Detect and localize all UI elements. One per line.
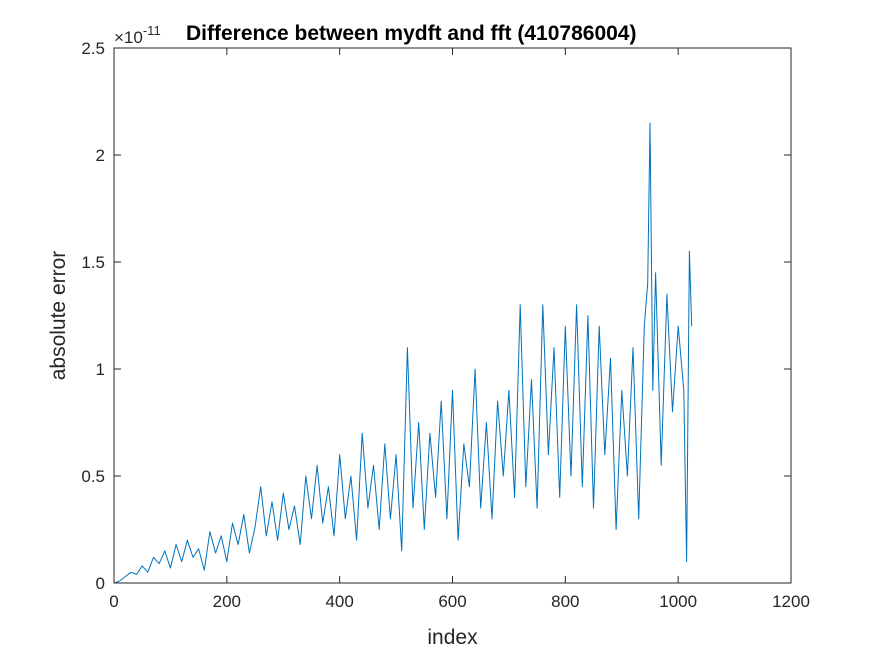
y-tick-label: 0 <box>96 574 105 593</box>
y-axis-multiplier: ×10-11 <box>114 23 161 47</box>
x-tick-label: 400 <box>325 592 353 611</box>
data-series-line <box>114 122 693 584</box>
y-multiplier-base: ×10 <box>114 28 143 47</box>
plot-layer <box>114 122 693 584</box>
x-tick-label: 600 <box>438 592 466 611</box>
y-tick-label: 1.5 <box>81 253 105 272</box>
tick-layer: 0 200 400 600 800 1000 1200 0 0.5 1 1.5 2 2.5 <box>81 39 810 611</box>
y-tick-label: 2.5 <box>81 39 105 58</box>
axes-box <box>113 47 792 584</box>
x-tick-label: 800 <box>551 592 579 611</box>
x-tick-label: 1000 <box>659 592 697 611</box>
x-tick-label: 200 <box>213 592 241 611</box>
x-tick-label: 1200 <box>772 592 810 611</box>
chart-title: Difference between mydft and fft (410786… <box>186 22 636 45</box>
y-multiplier-exponent: -11 <box>143 23 161 38</box>
y-tick-label: 1 <box>96 360 105 379</box>
y-tick-label: 2 <box>96 146 105 165</box>
x-tick-label: 0 <box>109 592 118 611</box>
x-axis-label: index <box>427 626 478 649</box>
y-tick-label: 0.5 <box>81 467 105 486</box>
y-axis-label: absolute error <box>47 251 70 381</box>
